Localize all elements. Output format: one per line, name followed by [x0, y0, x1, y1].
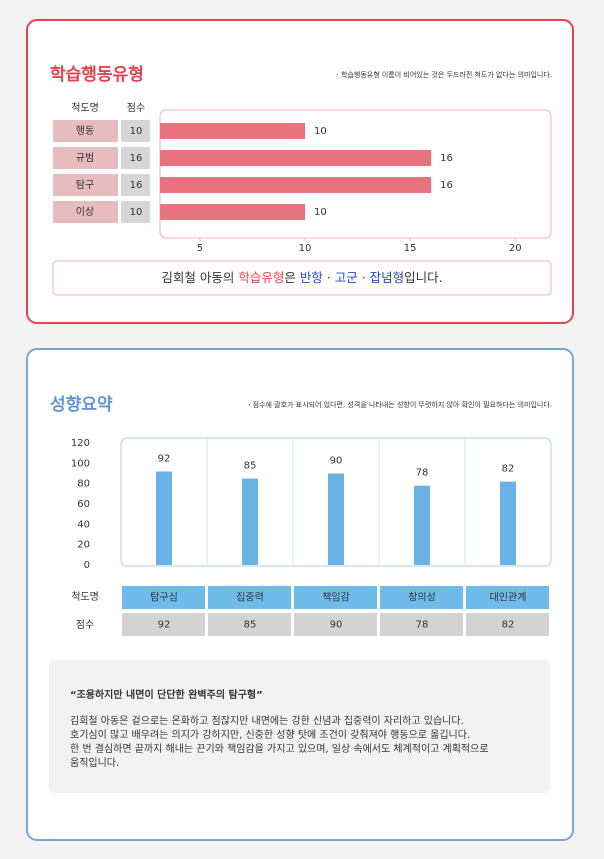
scale-name: 행동	[76, 125, 94, 137]
score-cell	[121, 120, 150, 142]
description-box	[49, 660, 550, 793]
scale-name: 집중력	[236, 592, 264, 604]
score: 78	[416, 620, 429, 631]
value-label: 92	[158, 453, 171, 464]
score-cell	[466, 613, 549, 636]
x-tick-label: 20	[509, 243, 522, 254]
y-tick-label: 120	[71, 438, 90, 449]
summary-type: 반항 · 고군 · 잡념형	[300, 270, 404, 285]
bar	[156, 471, 172, 565]
value-label: 90	[330, 456, 343, 467]
bar	[242, 478, 258, 565]
score: 10	[130, 207, 143, 218]
section-title: 성향요약	[50, 394, 113, 415]
y-tick-label: 100	[71, 458, 90, 469]
score-cell	[121, 201, 150, 223]
score-cell	[121, 174, 150, 196]
name-cell	[122, 586, 205, 609]
name-cell	[466, 586, 549, 609]
score-cell	[380, 613, 463, 636]
score: 16	[130, 180, 143, 191]
score: 90	[330, 620, 343, 631]
name-cell	[53, 174, 118, 196]
score-cell	[208, 613, 291, 636]
scale-name: 탐구	[76, 179, 94, 191]
summary: 김회철 아동의 학습유형은 반항 · 고군 · 잡념형입니다.	[161, 270, 442, 285]
bar	[414, 485, 430, 565]
name-cell	[208, 586, 291, 609]
score: 82	[502, 620, 515, 631]
note: · 점수에 괄호가 표시되어 있다면, 성격을 나타내는 성향이 뚜렷하지 않아…	[248, 400, 552, 409]
summary-highlight: 학습유형	[238, 270, 284, 285]
row-header: 척도명	[71, 591, 99, 603]
bar	[328, 473, 344, 565]
x-tick-label: 5	[197, 243, 203, 254]
summary-box	[52, 260, 552, 296]
section-title: 학습행동유형	[50, 64, 144, 85]
bar	[160, 177, 432, 193]
y-tick-label: 40	[77, 519, 90, 530]
value-label: 82	[502, 464, 515, 475]
score-cell	[121, 147, 150, 169]
x-tick-label: 15	[404, 243, 417, 254]
description-heading: “조용하지만 내면이 단단한 완벽주의 탐구형”	[70, 688, 263, 701]
description-line: 김회철 아동은 겉으로는 온화하고 점잖지만 내면에는 강한 신념과 집중력이 …	[70, 714, 464, 727]
score: 92	[158, 620, 171, 631]
description-line: 한 번 결심하면 끝까지 해내는 끈기와 책임감을 가지고 있으며, 일상 속에…	[70, 742, 489, 755]
bar	[160, 204, 306, 220]
name-cell	[294, 586, 377, 609]
name-cell	[380, 586, 463, 609]
bar	[160, 123, 306, 139]
bar	[160, 150, 432, 166]
scale-name: 창의성	[408, 592, 436, 604]
summary-text: 은	[284, 270, 299, 285]
y-tick-label: 80	[77, 479, 90, 490]
value-label: 10	[314, 207, 327, 218]
scale-name: 책임감	[322, 591, 350, 604]
y-tick-label: 20	[77, 540, 90, 551]
description-line: 호기심이 많고 배우려는 의지가 강하지만, 신중한 성향 탓에 조건이 갖춰져…	[70, 728, 470, 741]
scale-name: 탐구심	[150, 592, 178, 604]
bar	[500, 481, 516, 565]
column-header: 척도명	[71, 102, 99, 114]
y-tick-label: 0	[84, 560, 90, 571]
value-label: 16	[440, 180, 453, 191]
scale-name: 이상	[76, 206, 94, 218]
scale-name: 대인관계	[490, 592, 527, 604]
column-header: 점수	[127, 102, 145, 114]
value-label: 10	[314, 126, 327, 137]
score: 85	[244, 620, 257, 631]
score: 10	[130, 126, 143, 137]
score-cell	[294, 613, 377, 636]
x-tick-label: 10	[299, 243, 312, 254]
note: · 학습행동유형 이름이 비어있는 것은 두드러진 척도가 없다는 의미입니다.	[337, 70, 552, 79]
score: 16	[130, 153, 143, 164]
score-cell	[122, 613, 205, 636]
value-label: 78	[416, 468, 429, 479]
name-cell	[53, 120, 118, 142]
name-cell	[53, 201, 118, 223]
name-cell	[53, 147, 118, 169]
value-label: 85	[244, 461, 257, 472]
description-line: 움직입니다.	[70, 756, 119, 769]
summary-text: 김회철 아동의	[161, 270, 238, 285]
summary-text: 입니다.	[404, 270, 442, 285]
row-header: 점수	[76, 619, 94, 631]
value-label: 16	[440, 153, 453, 164]
scale-name: 규범	[76, 152, 94, 164]
y-tick-label: 60	[77, 499, 90, 510]
